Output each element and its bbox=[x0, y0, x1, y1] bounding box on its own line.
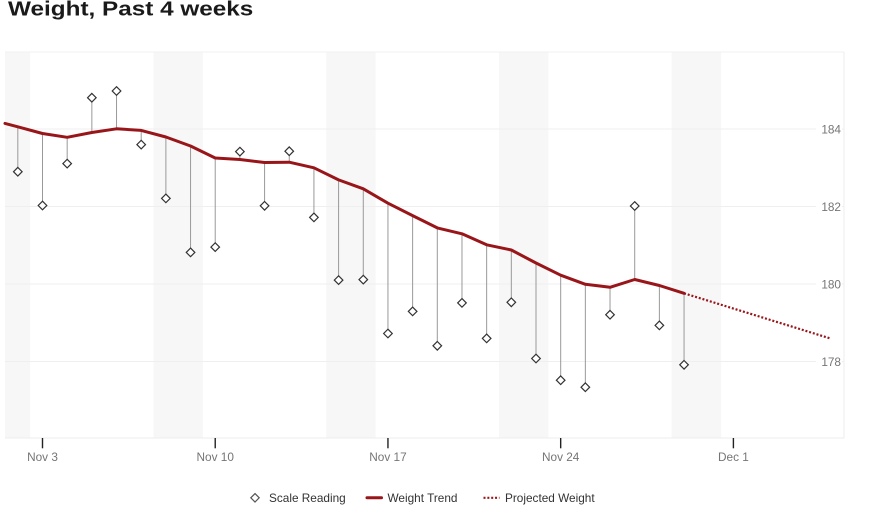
svg-text:Nov 24: Nov 24 bbox=[542, 450, 580, 464]
svg-text:Nov 3: Nov 3 bbox=[27, 450, 58, 464]
svg-text:Projected Weight: Projected Weight bbox=[505, 491, 595, 505]
svg-text:Weight Trend: Weight Trend bbox=[388, 491, 458, 505]
svg-text:180: 180 bbox=[821, 277, 841, 291]
svg-text:184: 184 bbox=[821, 122, 841, 136]
svg-text:Nov 10: Nov 10 bbox=[197, 450, 235, 464]
svg-text:Scale Reading: Scale Reading bbox=[269, 491, 346, 505]
svg-text:Nov 17: Nov 17 bbox=[369, 450, 406, 464]
svg-text:Weight, Past 4 weeks: Weight, Past 4 weeks bbox=[8, 0, 253, 20]
svg-text:Dec 1: Dec 1 bbox=[718, 450, 749, 464]
svg-text:182: 182 bbox=[821, 200, 841, 214]
svg-text:178: 178 bbox=[821, 355, 841, 369]
